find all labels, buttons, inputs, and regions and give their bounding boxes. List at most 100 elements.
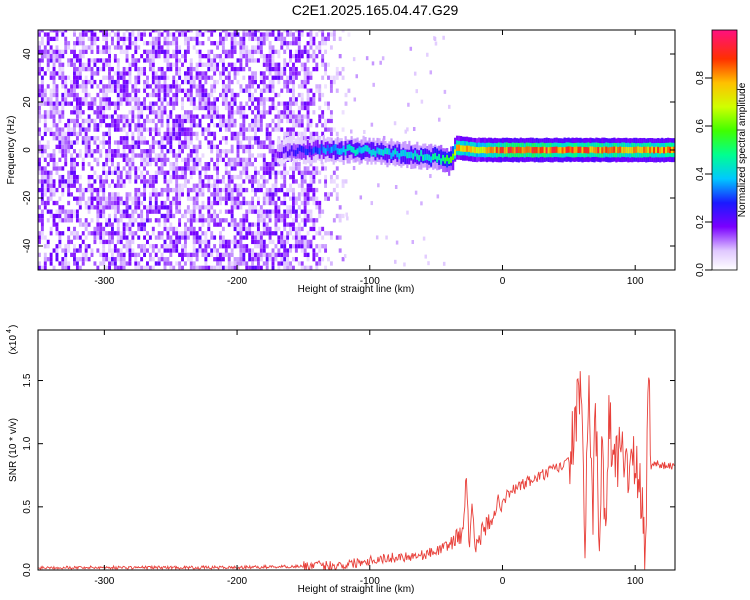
spectrogram-cell bbox=[113, 123, 117, 128]
spectrogram-cell bbox=[216, 252, 219, 258]
spectrogram-cell bbox=[157, 127, 161, 132]
spectrogram-cell bbox=[254, 88, 257, 93]
spectrogram-cell bbox=[248, 88, 252, 93]
spectrogram-cell bbox=[318, 213, 322, 219]
spectrogram-cell bbox=[160, 49, 164, 54]
spectrogram-cell bbox=[128, 196, 132, 201]
spectrogram-cell bbox=[183, 140, 187, 145]
spectrogram-cell bbox=[58, 110, 62, 115]
spectrogram-cell bbox=[163, 244, 167, 249]
ridge-cell bbox=[280, 151, 284, 158]
spectrogram-cell bbox=[163, 261, 167, 266]
spectrogram-cell bbox=[105, 97, 109, 102]
ridge-cell bbox=[483, 147, 487, 154]
spectrogram-cell bbox=[204, 252, 208, 258]
spectrogram-cell bbox=[116, 196, 120, 201]
spectrogram-cell bbox=[119, 118, 123, 124]
spectrogram-cell bbox=[303, 222, 307, 227]
spectrogram-cell bbox=[303, 174, 307, 180]
spectrogram-cell bbox=[183, 71, 187, 76]
spectrogram-cell bbox=[157, 192, 161, 197]
spectrogram-cell bbox=[73, 179, 76, 184]
spectrogram-cell bbox=[154, 209, 158, 214]
spectrogram-cell bbox=[312, 136, 316, 141]
spectrogram-cell bbox=[283, 200, 287, 206]
spectrogram-cell bbox=[75, 209, 79, 214]
spectrogram-cell bbox=[280, 88, 284, 93]
spectrogram-cell bbox=[102, 235, 106, 240]
spectrogram-cell bbox=[201, 32, 205, 37]
spectrogram-cell bbox=[181, 170, 184, 175]
spectrogram-cell bbox=[274, 205, 278, 210]
spectrogram-cell bbox=[78, 244, 82, 249]
spectrogram-cell bbox=[183, 136, 187, 141]
spectrogram-cell bbox=[195, 92, 199, 98]
spectrogram-cell bbox=[55, 213, 59, 219]
spectrogram-cell bbox=[265, 231, 269, 236]
spectrogram-cell bbox=[297, 118, 301, 124]
spectrogram-cell bbox=[329, 231, 333, 236]
spectrogram-cell bbox=[90, 200, 94, 206]
spectrogram-cell bbox=[332, 32, 336, 37]
spectrogram-cell bbox=[236, 265, 240, 270]
spectrogram-cell bbox=[108, 114, 111, 119]
spectrogram-cell bbox=[224, 118, 228, 124]
spectrogram-cell bbox=[40, 196, 44, 201]
spectrogram-cell bbox=[181, 62, 184, 67]
spectrogram-cell bbox=[242, 257, 246, 262]
spectrogram-cell bbox=[213, 200, 217, 206]
spectrogram-cell bbox=[140, 123, 144, 128]
spectrogram-cell bbox=[192, 205, 196, 210]
spectrogram-cell bbox=[224, 36, 228, 42]
spectrogram-cell bbox=[332, 170, 336, 175]
spectrogram-cell bbox=[64, 144, 68, 150]
spectrogram-cell bbox=[277, 162, 281, 167]
spectrogram-cell bbox=[108, 32, 111, 37]
spectrogram-cell bbox=[271, 75, 275, 80]
spectrogram-cell bbox=[81, 162, 85, 167]
ridge-cell bbox=[509, 146, 512, 153]
spectrogram-cell bbox=[201, 218, 205, 223]
spectrogram-cell bbox=[172, 187, 176, 193]
spectrogram-cell bbox=[324, 41, 328, 46]
spectrogram-cell bbox=[300, 114, 304, 119]
spectrogram-cell bbox=[43, 32, 47, 37]
spectrogram-cell bbox=[292, 257, 295, 262]
spectrogram-cell bbox=[181, 187, 184, 193]
spectrogram-cell bbox=[131, 200, 135, 206]
spectrogram-cell bbox=[64, 30, 68, 33]
spectrogram-cell bbox=[87, 162, 91, 167]
spectrogram-cell bbox=[46, 140, 50, 145]
spectrogram-cell bbox=[110, 123, 114, 128]
spectrogram-cell bbox=[213, 235, 217, 240]
spectrogram-cell bbox=[224, 187, 228, 193]
spectrogram-cell bbox=[146, 75, 149, 80]
spectrogram-cell bbox=[259, 209, 263, 214]
spectrogram-cell bbox=[286, 88, 290, 93]
spectrogram-cell bbox=[87, 200, 91, 206]
spectrogram-cell bbox=[262, 153, 266, 158]
spectrogram-cell bbox=[38, 66, 41, 72]
spectrogram-cell bbox=[116, 92, 120, 98]
spectrogram-cell bbox=[84, 218, 88, 223]
spectrogram-cell bbox=[286, 235, 290, 240]
spectrogram-cell bbox=[64, 218, 68, 223]
spectrogram-cell bbox=[265, 144, 269, 150]
spectrogram-cell bbox=[125, 226, 129, 232]
spectrogram-cell bbox=[262, 54, 266, 59]
spectrogram-cell bbox=[64, 101, 68, 106]
spectrogram-cell bbox=[420, 99, 424, 104]
spectrogram-cell bbox=[125, 239, 129, 245]
spectrogram-cell bbox=[70, 192, 74, 197]
spectrogram-cell bbox=[300, 261, 304, 266]
spectrogram-cell bbox=[262, 192, 266, 197]
spectrogram-cell bbox=[327, 36, 330, 42]
spectrogram-cell bbox=[125, 209, 129, 214]
spectrogram-cell bbox=[84, 200, 88, 206]
spectrogram-cell bbox=[55, 101, 59, 106]
spectrogram-cell bbox=[75, 261, 79, 266]
spectrogram-cell bbox=[143, 136, 147, 141]
spectrogram-cell bbox=[224, 170, 228, 175]
spectrogram-cell bbox=[108, 248, 111, 253]
spectrogram-cell bbox=[108, 88, 111, 93]
